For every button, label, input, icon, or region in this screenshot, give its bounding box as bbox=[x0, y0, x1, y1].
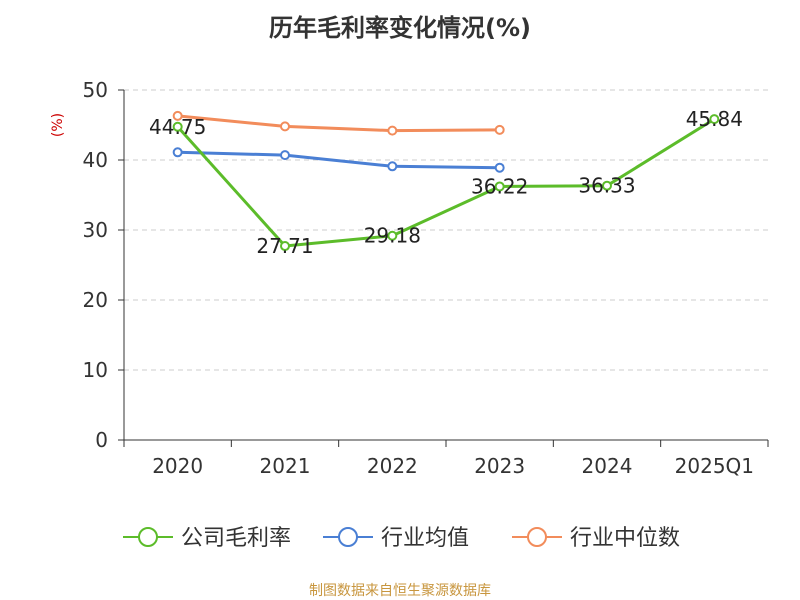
legend-item[interactable]: 行业均值 bbox=[323, 526, 469, 551]
series-lines bbox=[172, 110, 720, 252]
data-label: 36.33 bbox=[578, 174, 635, 198]
data-point bbox=[709, 114, 720, 125]
chart-title: 历年毛利率变化情况(%) bbox=[269, 14, 531, 42]
legend-marker-icon bbox=[338, 527, 358, 547]
data-point bbox=[494, 124, 505, 135]
legend-label: 行业中位数 bbox=[570, 526, 680, 551]
series-line-1 bbox=[177, 150, 500, 170]
data-label: 36.22 bbox=[471, 174, 528, 198]
data-point bbox=[494, 181, 505, 192]
legend-label: 行业均值 bbox=[381, 526, 469, 551]
data-point bbox=[387, 161, 398, 172]
data-labels: 44.75 27.71 29.18 36.22 36.33 45.84 bbox=[149, 107, 743, 258]
data-label: 45.84 bbox=[686, 107, 743, 131]
data-point bbox=[387, 230, 398, 241]
data-point bbox=[602, 180, 612, 191]
axes: 0 10 20 30 40 50 2020 2021 2022 2023 2024 2025Q1 bbox=[83, 78, 769, 478]
x-tick-label: 2023 bbox=[474, 454, 525, 478]
x-tick-label: 2021 bbox=[260, 454, 311, 478]
legend[interactable]: 公司毛利率 行业均值 行业中位数 bbox=[123, 526, 680, 551]
data-point bbox=[172, 147, 183, 158]
x-tick-label: 2020 bbox=[152, 454, 203, 478]
y-tick-label: 40 bbox=[83, 148, 108, 172]
y-axis-label: (%) bbox=[50, 113, 66, 137]
legend-item[interactable]: 行业中位数 bbox=[512, 526, 680, 551]
data-label: 44.75 bbox=[149, 115, 206, 139]
legend-label: 公司毛利率 bbox=[181, 526, 291, 551]
data-point bbox=[280, 121, 290, 132]
data-point bbox=[387, 125, 398, 136]
x-tick-label: 2022 bbox=[367, 454, 418, 478]
source-footer: 制图数据来自恒生聚源数据库 bbox=[309, 583, 491, 599]
data-label: 27.71 bbox=[256, 234, 313, 258]
series-line-2 bbox=[177, 114, 500, 133]
y-tick-label: 0 bbox=[95, 428, 108, 452]
data-point bbox=[280, 150, 290, 161]
series-line-0 bbox=[176, 117, 716, 248]
legend-item[interactable]: 公司毛利率 bbox=[123, 526, 291, 551]
data-point bbox=[172, 110, 183, 121]
y-tick-label: 10 bbox=[83, 358, 108, 382]
data-point bbox=[172, 121, 183, 132]
x-tick-label: 2025Q1 bbox=[675, 454, 754, 478]
data-point bbox=[280, 241, 290, 252]
y-tick-label: 30 bbox=[83, 218, 108, 242]
data-point bbox=[494, 162, 505, 173]
legend-marker-icon bbox=[527, 527, 547, 547]
y-tick-label: 50 bbox=[83, 78, 108, 102]
legend-marker-icon bbox=[138, 527, 158, 547]
y-tick-label: 20 bbox=[83, 288, 108, 312]
data-label: 29.18 bbox=[364, 224, 421, 248]
x-tick-label: 2024 bbox=[582, 454, 633, 478]
grid-lines bbox=[124, 89, 768, 371]
